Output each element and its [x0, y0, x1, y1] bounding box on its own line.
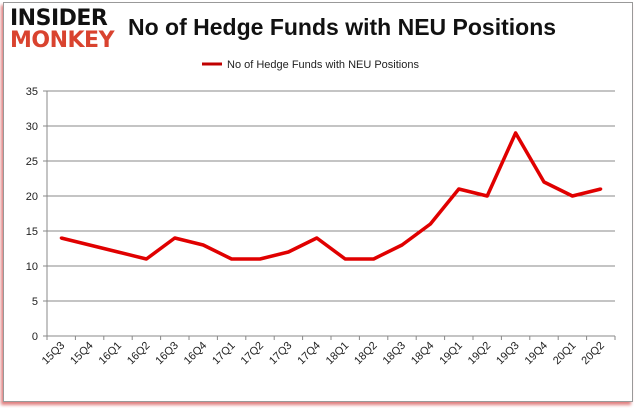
data-point: [59, 236, 63, 240]
x-tick-label: 20Q2: [579, 340, 607, 368]
x-tick-label: 20Q1: [551, 340, 579, 368]
series-line: [60, 131, 602, 261]
x-tick-label: 15Q4: [68, 340, 96, 368]
x-tick-label: 18Q4: [409, 340, 437, 368]
data-point: [88, 243, 92, 247]
y-tick-label: 20: [26, 191, 38, 203]
data-point: [230, 257, 234, 261]
data-point: [599, 187, 603, 191]
data-point: [570, 194, 574, 198]
data-point: [258, 257, 262, 261]
x-tick-label: 19Q2: [466, 340, 494, 368]
logo-line1: INSIDER: [10, 6, 108, 31]
chart-title: No of Hedge Funds with NEU Positions: [128, 14, 557, 40]
data-point: [201, 243, 205, 247]
x-tick-label: 19Q3: [494, 340, 522, 368]
x-tick-label: 19Q4: [523, 340, 551, 368]
data-point: [400, 243, 404, 247]
data-point: [144, 257, 148, 261]
data-point: [514, 131, 518, 135]
data-point: [428, 222, 432, 226]
data-point: [116, 250, 120, 254]
x-tick-label: 17Q1: [210, 340, 238, 368]
data-point: [343, 257, 347, 261]
y-tick-label: 5: [32, 296, 38, 308]
y-tick-label: 0: [32, 331, 38, 343]
x-tick-label: 15Q3: [40, 340, 68, 368]
x-tick-label: 16Q2: [125, 340, 153, 368]
x-tick-label: 19Q1: [437, 340, 465, 368]
data-point: [542, 180, 546, 184]
data-point: [485, 194, 489, 198]
y-tick-label: 30: [26, 121, 38, 133]
x-tick-label: 17Q4: [295, 340, 323, 368]
data-point: [173, 236, 177, 240]
y-tick-label: 10: [26, 261, 38, 273]
chart-frame: [3, 2, 633, 402]
data-point: [457, 187, 461, 191]
logo-line2: MONKEY: [10, 28, 115, 53]
y-tick-label: 35: [26, 86, 38, 98]
insider-monkey-logo: INSIDER MONKEY: [10, 6, 115, 53]
legend-label: No of Hedge Funds with NEU Positions: [227, 59, 419, 71]
x-tick-label: 16Q1: [97, 340, 125, 368]
x-tick-label: 18Q2: [352, 340, 380, 368]
x-tick-label: 16Q4: [182, 340, 210, 368]
x-tick-label: 18Q3: [381, 340, 409, 368]
data-point: [372, 257, 376, 261]
y-tick-label: 15: [26, 226, 38, 238]
y-tick-label: 25: [26, 156, 38, 168]
x-tick-label: 16Q3: [153, 340, 181, 368]
x-tick-label: 18Q1: [324, 340, 352, 368]
x-tick-label: 17Q3: [267, 340, 295, 368]
data-point: [315, 236, 319, 240]
data-point: [286, 250, 290, 254]
x-tick-label: 17Q2: [239, 340, 267, 368]
